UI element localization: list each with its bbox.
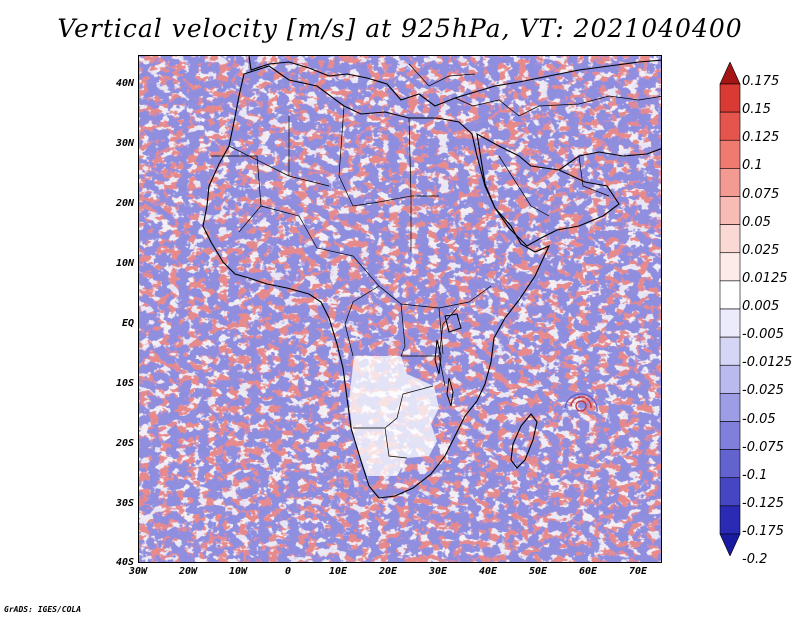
- colorbar-label: -0.1: [742, 467, 768, 483]
- cyclone-feature: [564, 393, 598, 413]
- gulf-coastline: [558, 148, 661, 171]
- colorbar-label: 0.075: [742, 186, 780, 202]
- lat-label: 10S: [115, 378, 134, 389]
- colorbar-segment: [719, 252, 741, 282]
- lake-malawi: [446, 377, 454, 407]
- map-plot-area: [138, 55, 662, 563]
- colorbar-label: 0.005: [742, 299, 780, 314]
- border-line: [344, 285, 380, 357]
- colorbar-label: 0.025: [742, 242, 780, 258]
- cyclone-swirl: [570, 396, 592, 409]
- colorbar-segment: [719, 449, 741, 479]
- lat-label: EQ: [121, 318, 134, 329]
- colorbar-label: -0.005: [742, 327, 784, 343]
- colorbar-segment: [719, 111, 741, 141]
- border-line: [408, 63, 476, 87]
- border-line: [211, 155, 262, 233]
- lat-label: 40N: [115, 78, 134, 89]
- lon-label: 0: [284, 566, 292, 577]
- cyclone-core: [575, 400, 587, 412]
- lat-label: 20N: [115, 198, 134, 209]
- calm-region-south: [349, 356, 439, 476]
- border-line: [438, 307, 458, 357]
- lon-label: 30E: [428, 566, 448, 577]
- colorbar-arrow-top: [719, 62, 741, 85]
- lat-label: 40S: [115, 557, 134, 568]
- colorbar-label: -0.05: [742, 411, 776, 427]
- colorbar-label: -0.0125: [742, 355, 793, 371]
- colorbar-label: -0.025: [742, 383, 784, 399]
- border-line: [498, 155, 550, 217]
- colorbar-label: 0.125: [742, 130, 780, 146]
- colorbar-segment: [719, 505, 741, 535]
- lat-label: 20S: [115, 438, 134, 449]
- lon-label: 20E: [378, 566, 398, 577]
- colorbar-label: 0.05: [742, 214, 771, 230]
- colorbar-segment: [719, 393, 741, 422]
- colorbar-label: 0.0125: [742, 270, 788, 286]
- lon-label: 40E: [478, 566, 498, 577]
- colorbar-segment: [719, 168, 741, 197]
- lat-label: 10N: [115, 258, 134, 269]
- lake-victoria: [444, 313, 462, 333]
- chart-title: Vertical velocity [m/s] at 925hPa, VT: 2…: [57, 14, 743, 43]
- colorbar-segment: [719, 196, 741, 225]
- border-line: [384, 427, 408, 459]
- lon-label: 30W: [128, 566, 148, 577]
- madagascar-coastline: [510, 413, 538, 469]
- border-line: [260, 205, 354, 257]
- field-speckle-texture: [139, 56, 661, 562]
- colorbar-label: -0.175: [742, 524, 784, 539]
- border-line: [578, 155, 610, 197]
- border-line: [352, 255, 492, 309]
- colorbar-segment: [719, 336, 741, 366]
- colorbar-segment: [719, 139, 741, 169]
- cyclone-swirl-outer: [564, 393, 598, 413]
- map-svg: [139, 56, 661, 562]
- lon-label: 10E: [328, 566, 348, 577]
- border-line: [454, 95, 661, 117]
- colorbar-label: 0.15: [742, 102, 771, 118]
- colorbar-segment: [719, 477, 741, 507]
- colorbar-segment: [719, 364, 741, 394]
- lon-label: 50E: [528, 566, 548, 577]
- lat-label: 30N: [115, 138, 134, 149]
- arabia-coastline: [476, 132, 620, 247]
- lon-label: 60E: [578, 566, 598, 577]
- colorbar-label: -0.125: [742, 495, 784, 511]
- colorbar-label: -0.2: [742, 552, 768, 568]
- border-line: [438, 307, 444, 355]
- lon-label: 10W: [228, 566, 248, 577]
- footer-credit: GrADS: IGES/COLA: [4, 605, 82, 614]
- lat-label: 30S: [115, 498, 134, 509]
- colorbar: [719, 62, 741, 556]
- africa-coastline: [202, 65, 551, 499]
- border-line: [400, 303, 446, 387]
- colorbar-label: 0.175: [742, 74, 780, 89]
- colorbar-segment: [719, 280, 741, 310]
- border-layer: [211, 63, 661, 459]
- colorbar-segment: [719, 308, 741, 338]
- colorbar-segment: [719, 224, 741, 254]
- coastline-layer: [202, 56, 661, 499]
- border-line: [338, 105, 354, 207]
- lake-tanganyika: [434, 339, 442, 375]
- lakes-layer: [434, 313, 462, 407]
- colorbar-label: -0.075: [742, 439, 784, 455]
- lon-label: 70E: [628, 566, 648, 577]
- colorbar-label: 0.1: [742, 158, 763, 174]
- colorbar-arrow-bottom: [719, 533, 741, 556]
- colorbar-segment: [719, 421, 741, 450]
- lon-label: 20W: [178, 566, 198, 577]
- colorbar-segment: [719, 83, 741, 113]
- europe-coastline: [248, 56, 661, 107]
- border-line: [353, 385, 434, 429]
- border-line: [352, 195, 412, 252]
